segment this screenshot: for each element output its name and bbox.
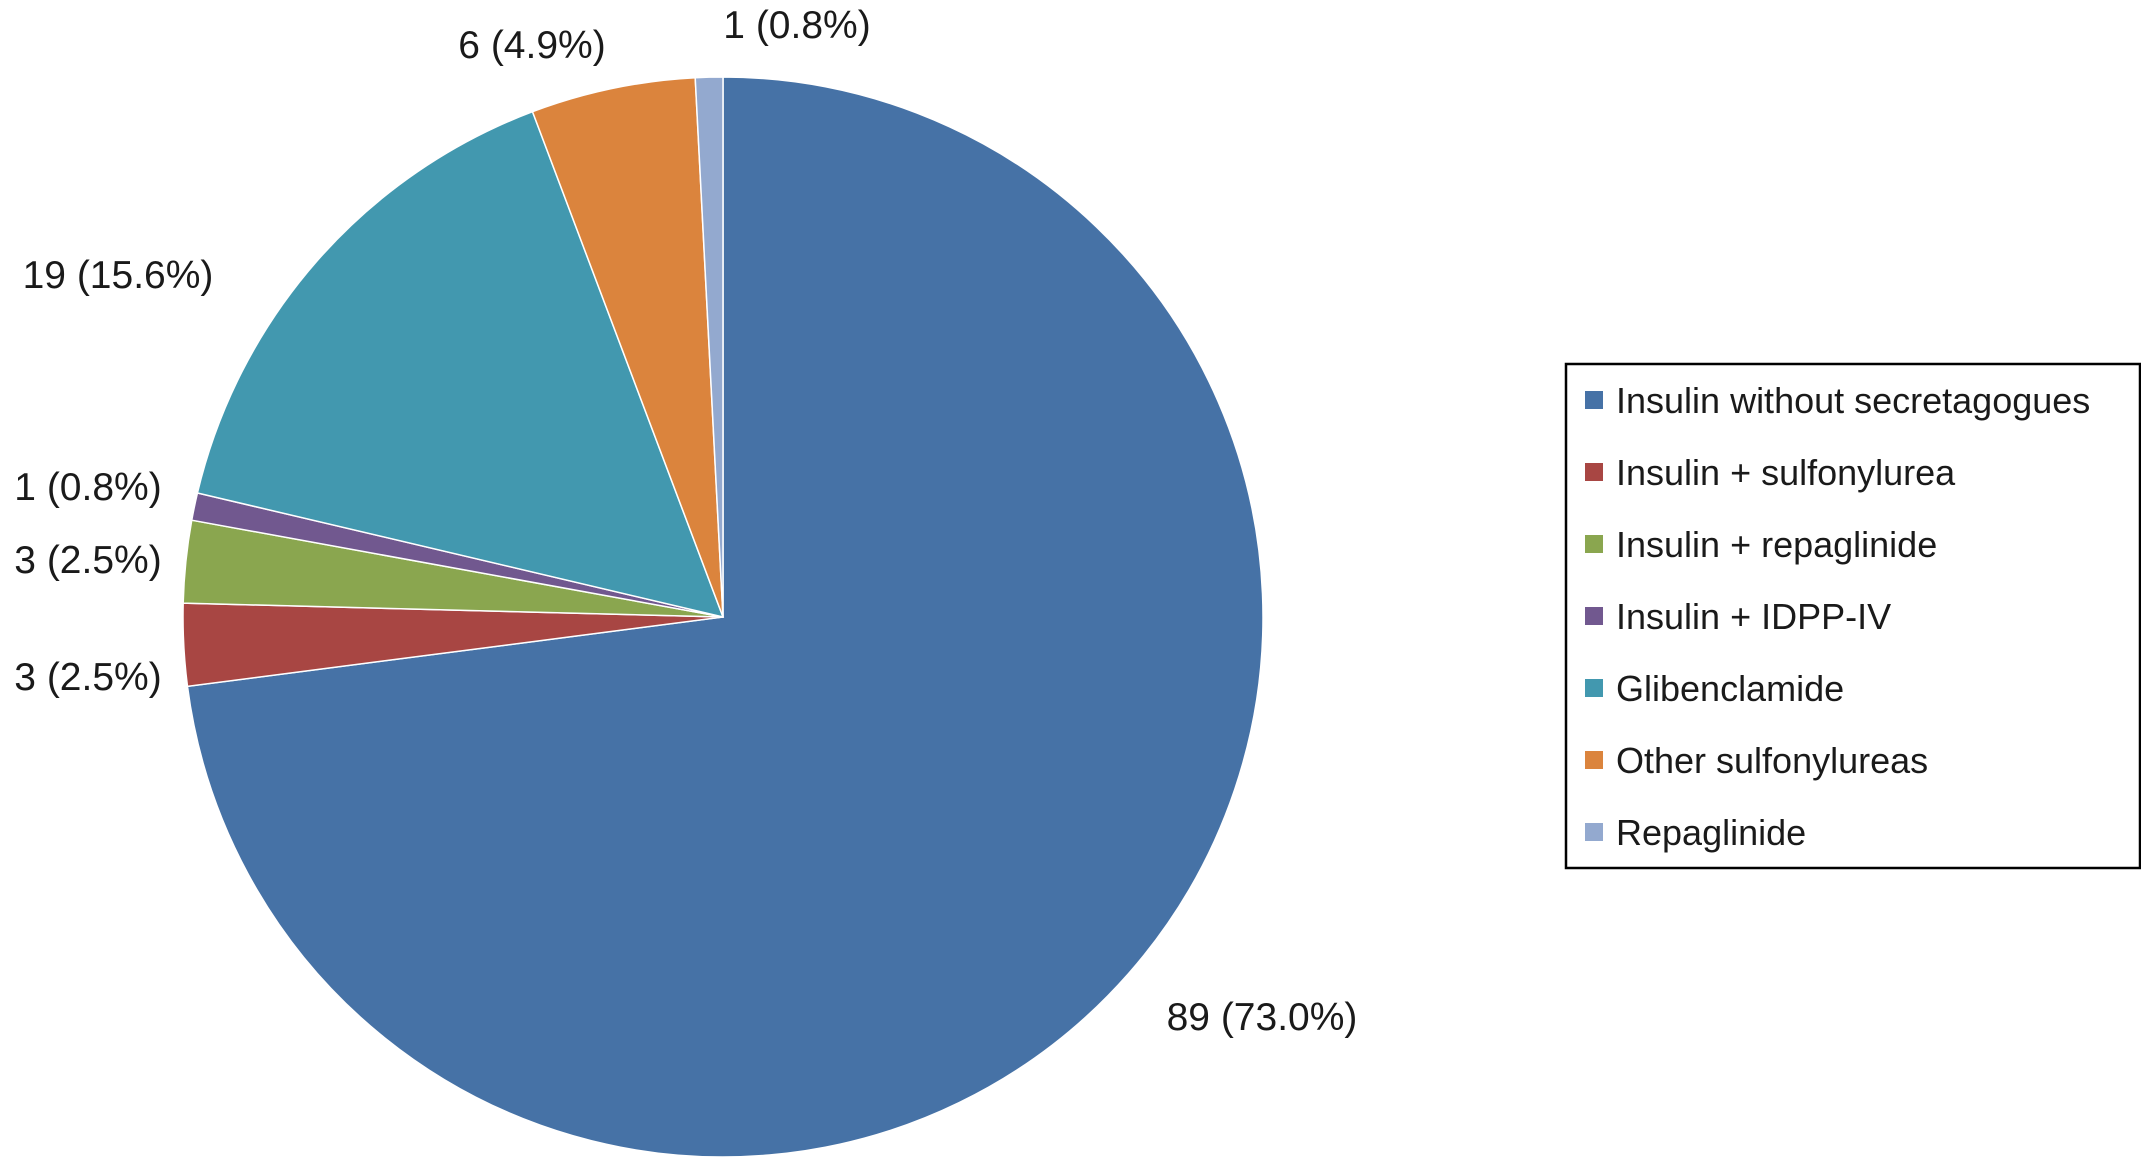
pie-slice-other-sulfonylureas (531, 76, 724, 618)
legend: Insulin without secretagogues Insulin + s… (1564, 362, 2141, 870)
legend-label-repaglinide: Repaglinide (1616, 812, 1806, 853)
data-label-insulin-without-secretagogues: 89 (73.0%) (1167, 996, 1358, 1039)
data-label-repaglinide: 1 (0.8%) (723, 4, 870, 47)
legend-label-insulin-repaglinide: Insulin + repaglinide (1616, 524, 1937, 565)
legend-swatch-repaglinide (1585, 823, 1603, 841)
legend-swatch-insulin-repaglinide (1585, 535, 1603, 553)
data-label-insulin-idpp-iv: 1 (0.8%) (14, 466, 161, 509)
legend-label-other-sulfonylureas: Other sulfonylureas (1616, 740, 1928, 781)
legend-label-insulin-without-secretagogues: Insulin without secretagogues (1616, 380, 2090, 421)
legend-label-insulin-sulfonylurea: Insulin + sulfonylurea (1616, 452, 1956, 493)
pie-slice-insulin-without-secretagogues (186, 76, 1264, 1158)
pie-data-labels: 89 (73.0%) 3 (2.5%) 3 (2.5%) 1 (0.8%) 19 (15… (14, 4, 1357, 1039)
data-label-insulin-sulfonylurea: 3 (2.5%) (14, 656, 161, 699)
legend-swatch-glibenclamide (1585, 679, 1603, 697)
legend-label-insulin-idpp-iv: Insulin + IDPP-IV (1616, 596, 1891, 637)
pie-slice-repaglinide (694, 76, 724, 618)
legend-label-glibenclamide: Glibenclamide (1616, 668, 1844, 709)
legend-swatch-insulin-sulfonylurea (1585, 463, 1603, 481)
legend-items: Insulin without secretagogues Insulin + s… (1585, 380, 2090, 853)
legend-frame (1564, 362, 2141, 870)
data-label-other-sulfonylureas: 6 (4.9%) (458, 24, 605, 67)
legend-swatch-other-sulfonylureas (1585, 751, 1603, 769)
data-label-glibenclamide: 19 (15.6%) (23, 254, 214, 297)
legend-swatch-insulin-idpp-iv (1585, 607, 1603, 625)
pie-slices (182, 76, 1264, 1158)
legend-swatch-insulin-without-secretagogues (1585, 391, 1603, 409)
data-label-insulin-repaglinide: 3 (2.5%) (14, 539, 161, 582)
pie-slice-glibenclamide (196, 110, 725, 619)
